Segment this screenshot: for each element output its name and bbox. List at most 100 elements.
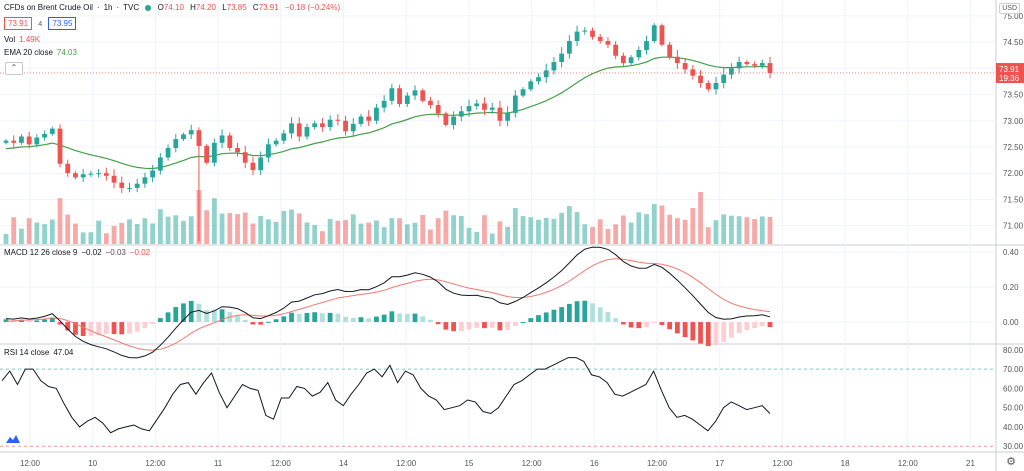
candle	[667, 41, 673, 60]
volume-bar	[227, 213, 233, 244]
macd-histogram-bar	[412, 313, 418, 323]
rsi-tick-label: 70.00	[1003, 365, 1024, 374]
volume-bar	[435, 218, 441, 244]
candle-body	[528, 81, 534, 90]
open-value: 74.10	[163, 3, 184, 12]
volume-bar	[605, 229, 611, 244]
macd-histogram-bar	[389, 311, 395, 323]
collapse-legend-button[interactable]: ⌃	[5, 62, 23, 75]
volume-bar	[343, 220, 348, 244]
macd-histogram-bar	[219, 309, 225, 323]
candle-body	[327, 119, 333, 128]
candle-body	[682, 63, 688, 70]
buy-button[interactable]: 73.95	[48, 17, 77, 30]
candle-body	[96, 173, 101, 175]
volume-bar	[173, 215, 179, 244]
candle	[397, 84, 402, 108]
candle-body	[389, 88, 395, 101]
volume-bar	[451, 215, 456, 244]
candle	[651, 23, 657, 44]
macd-histogram-bar	[312, 312, 318, 323]
candle	[713, 76, 719, 95]
volume-bar	[759, 216, 765, 244]
gear-icon[interactable]: ⚙	[1006, 456, 1016, 468]
candle-body	[204, 145, 210, 163]
candle	[389, 83, 395, 105]
ema-legend[interactable]: EMA 20 close 74.03	[4, 48, 81, 58]
macd-histogram-bar	[505, 322, 511, 331]
candle-body	[134, 183, 140, 188]
candle	[420, 88, 426, 103]
candle-body	[759, 63, 765, 66]
volume-bar	[744, 217, 750, 244]
symbol-name[interactable]: CFDs on Brent Crude Oil	[4, 3, 93, 12]
volume-bar	[505, 226, 511, 244]
macd-histogram-bar	[327, 312, 333, 323]
candle	[335, 114, 341, 126]
candle	[590, 27, 595, 40]
candle	[103, 167, 109, 181]
volume-bar	[443, 210, 449, 244]
candle-body	[590, 30, 595, 37]
volume-bar	[165, 216, 171, 244]
macd-histogram-bar	[520, 322, 526, 324]
candle-body	[675, 56, 680, 64]
candle	[211, 138, 217, 167]
price-tick-label: 71.50	[1003, 195, 1024, 204]
volume-bar	[644, 214, 649, 244]
volume-bar	[265, 219, 271, 244]
candle-body	[296, 123, 302, 137]
candle	[296, 117, 302, 142]
price-axis[interactable]: 75.0074.5074.0073.5073.0072.5072.0071.50…	[0, 12, 1024, 451]
macd-histogram-bar	[304, 312, 310, 323]
volume-bar	[57, 198, 63, 244]
volume-bar	[49, 219, 55, 244]
volume-bar	[590, 226, 595, 244]
candles[interactable]	[3, 23, 773, 242]
candle-body	[582, 30, 588, 32]
volume-bar	[698, 192, 703, 244]
time-axis[interactable]: 12:00 10 12:00 11 12:00 14 12:00 15 12:00 16 12:00…	[20, 459, 976, 468]
volume-bar	[211, 198, 217, 244]
candle	[536, 73, 541, 85]
volume-bars	[3, 190, 773, 244]
candle	[343, 115, 348, 136]
macd-histogram-bar	[111, 322, 117, 335]
candle	[690, 64, 696, 80]
candle-body	[219, 135, 225, 143]
candle-body	[258, 157, 264, 171]
candle	[582, 27, 588, 35]
candle	[3, 139, 9, 145]
tradingview-logo-icon[interactable]	[6, 434, 20, 444]
candle-body	[289, 123, 294, 134]
macd-legend[interactable]: MACD 12 26 close 9 −0.02 −0.03 −0.02	[4, 248, 154, 258]
candle	[428, 96, 433, 109]
volume-legend[interactable]: Vol 1.49K	[4, 35, 44, 45]
volume-value: 1.49K	[19, 35, 41, 44]
interval[interactable]: 1h	[103, 3, 113, 12]
sell-button[interactable]: 73.91	[4, 17, 33, 30]
currency-label[interactable]: USD	[999, 3, 1020, 14]
macd-histogram-bar	[134, 322, 140, 332]
macd-histogram-bar	[744, 322, 750, 331]
macd-histogram-bar	[759, 322, 765, 327]
candle	[736, 56, 742, 73]
macd-histogram-bar	[381, 314, 387, 323]
volume-bar	[320, 231, 325, 244]
candle	[227, 132, 233, 151]
macd-histogram-bar	[574, 301, 580, 323]
volume-bar	[659, 205, 665, 244]
candle-body	[335, 119, 341, 121]
candle	[157, 152, 163, 175]
candle-body	[636, 49, 642, 58]
price-tick-label: 73.50	[1003, 91, 1024, 100]
macd-histogram-bar	[597, 307, 603, 323]
rsi-tick-label: 80.00	[1003, 346, 1024, 355]
candle-body	[88, 173, 94, 175]
volume-bar	[466, 227, 472, 244]
macd-line	[5, 246, 771, 359]
low-value: 73.85	[226, 3, 247, 12]
candle	[551, 57, 557, 75]
rsi-legend[interactable]: RSI 14 close 47.04	[4, 348, 77, 358]
symbol-legend: CFDs on Brent Crude Oil · 1h · TVC O74.10 H7…	[4, 3, 341, 12]
